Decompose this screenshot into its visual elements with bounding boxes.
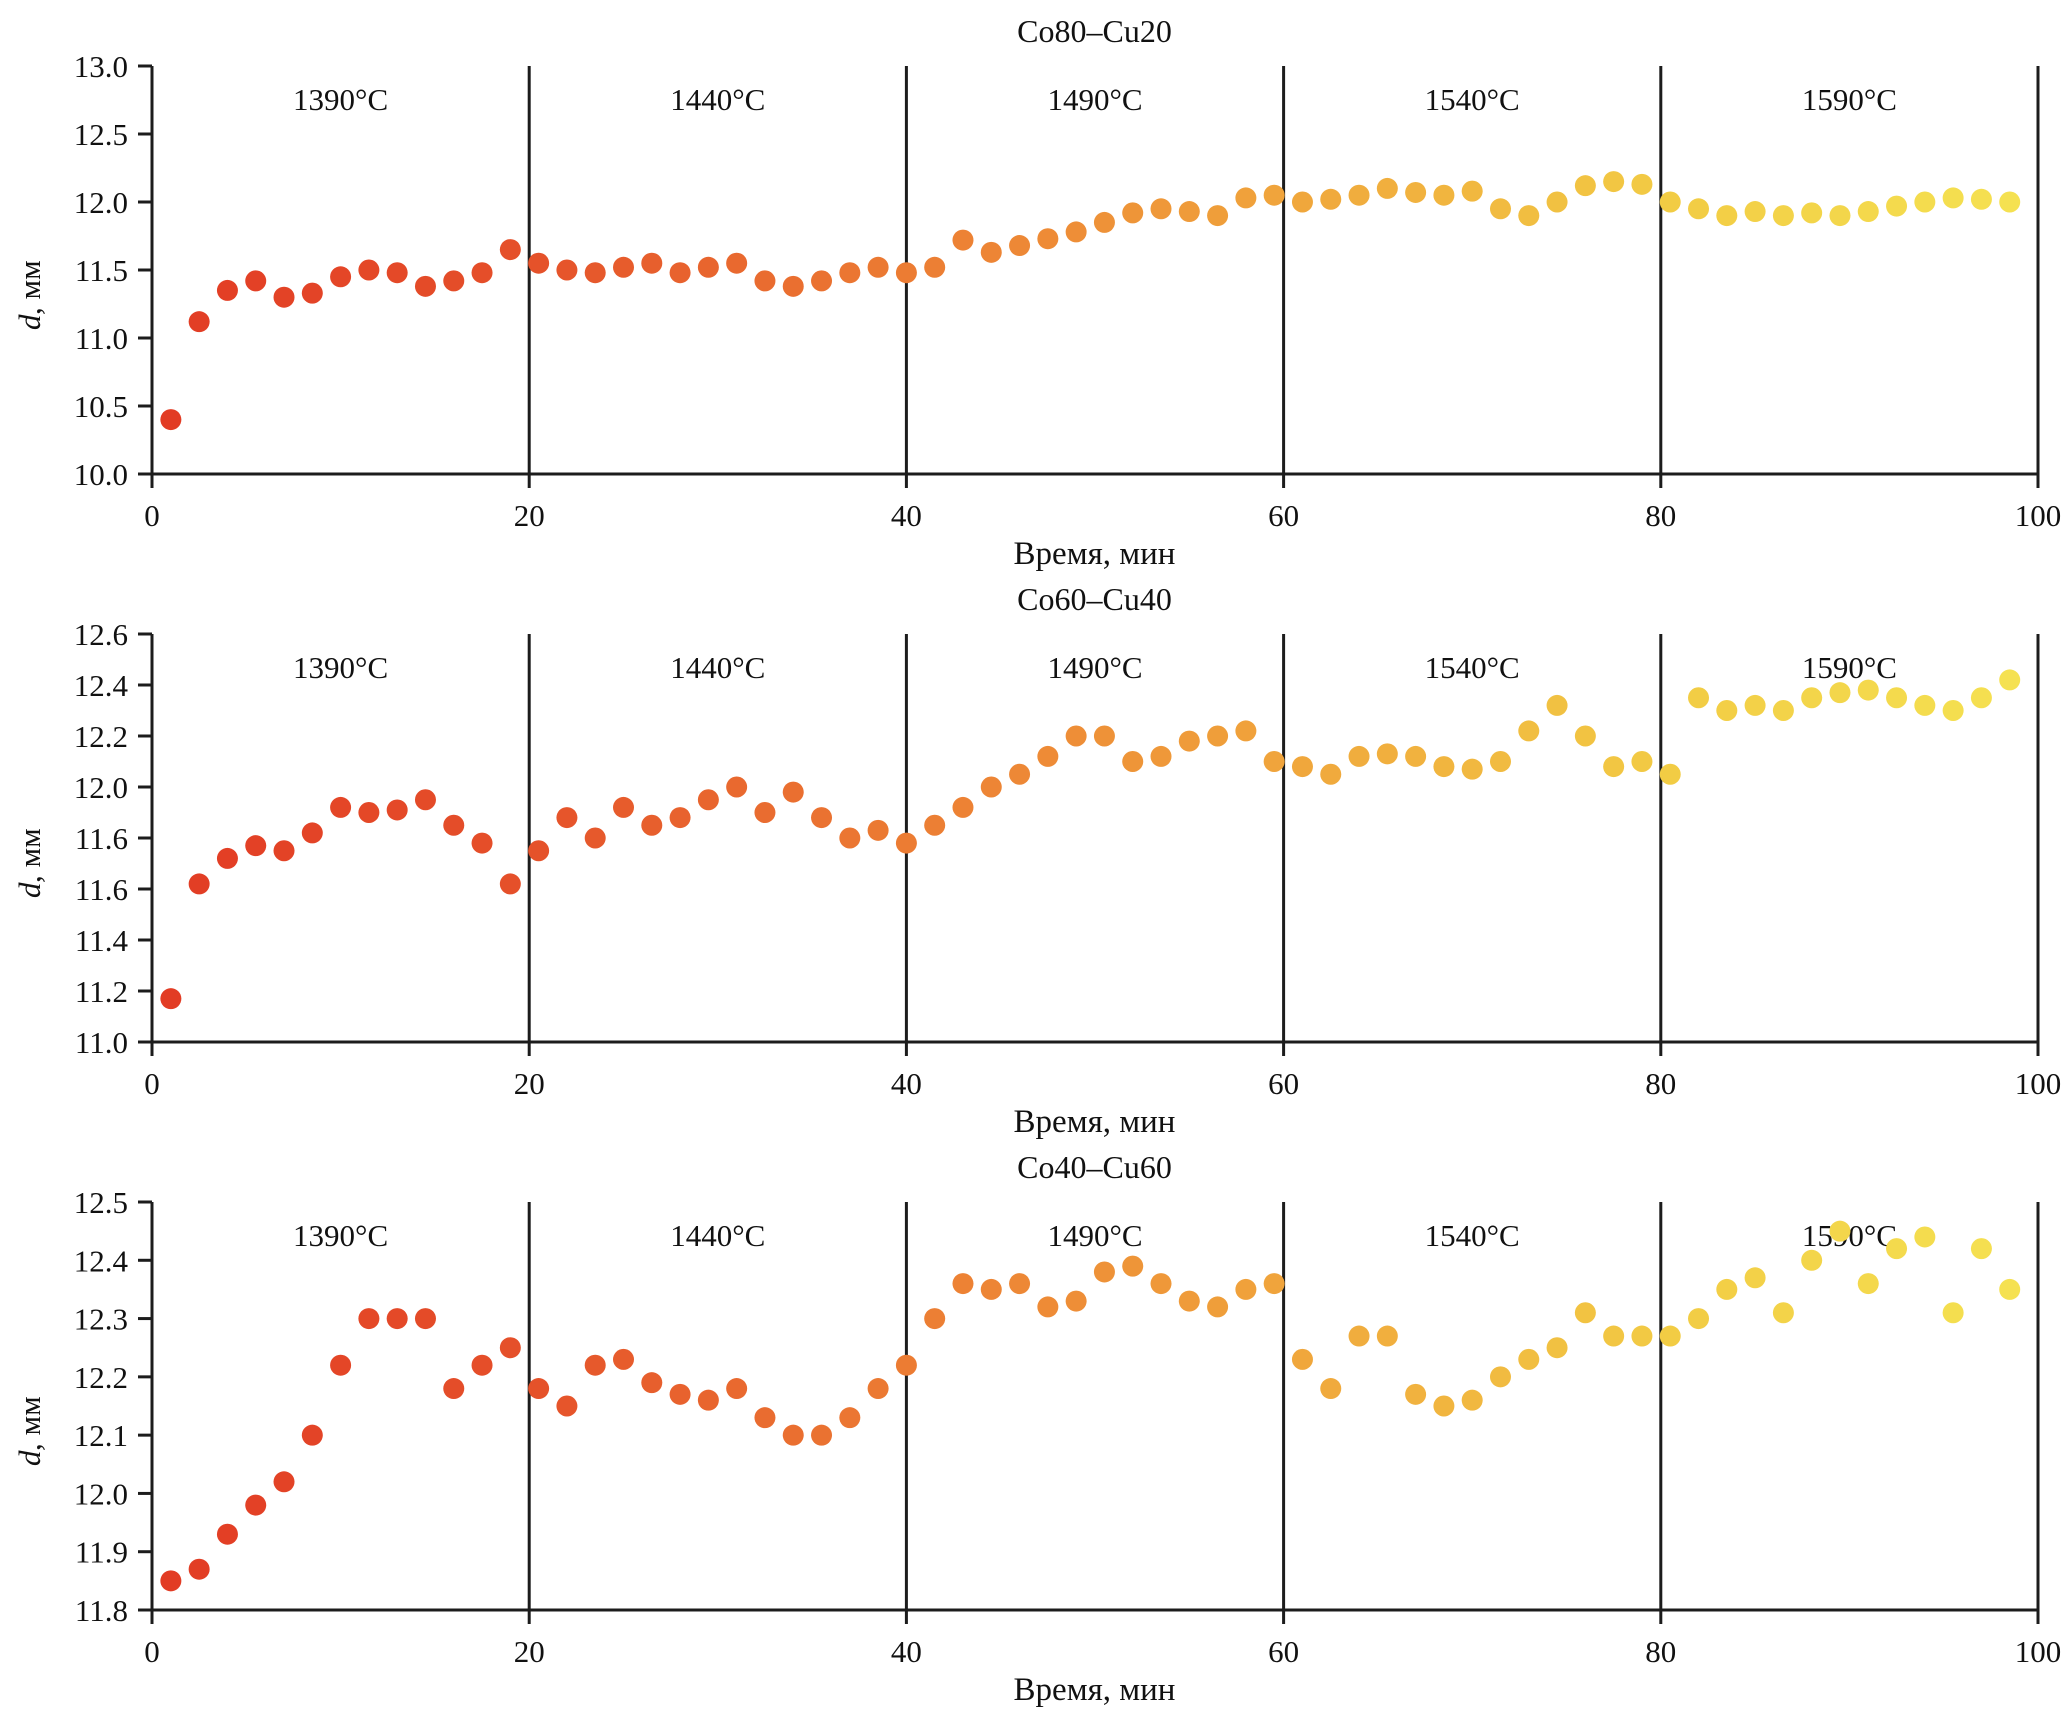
svg-text:11.4: 11.4 xyxy=(75,923,129,958)
svg-text:10.0: 10.0 xyxy=(74,457,128,492)
svg-text:1540°C: 1540°C xyxy=(1425,1218,1520,1253)
y-axis-symbol: d xyxy=(12,882,47,899)
svg-text:11.0: 11.0 xyxy=(75,321,128,356)
svg-text:1590°C: 1590°C xyxy=(1802,650,1897,685)
svg-text:1490°C: 1490°C xyxy=(1047,650,1142,685)
svg-text:11.0: 11.0 xyxy=(75,1025,128,1060)
svg-text:1390°C: 1390°C xyxy=(293,82,388,117)
svg-text:1490°C: 1490°C xyxy=(1047,1218,1142,1253)
svg-text:12.6: 12.6 xyxy=(74,622,128,652)
svg-text:12.5: 12.5 xyxy=(74,1190,128,1220)
svg-text:12.0: 12.0 xyxy=(74,1476,128,1511)
svg-text:40: 40 xyxy=(891,1066,922,1100)
svg-text:80: 80 xyxy=(1645,1634,1676,1668)
svg-text:12.4: 12.4 xyxy=(74,668,129,703)
svg-text:11.9: 11.9 xyxy=(75,1535,128,1570)
svg-text:1540°C: 1540°C xyxy=(1425,82,1520,117)
svg-text:60: 60 xyxy=(1268,1066,1299,1100)
svg-text:1440°C: 1440°C xyxy=(670,650,765,685)
svg-text:1540°C: 1540°C xyxy=(1425,650,1520,685)
scatter-plot-co80-cu20: 10.0 10.5 11.0 11.5 12.0 12.5 13.0 0 20 40 60 80 100… xyxy=(74,54,2062,532)
svg-text:40: 40 xyxy=(891,498,922,532)
svg-text:12.0: 12.0 xyxy=(74,185,128,220)
chart-title: Co40–Cu60 xyxy=(1017,1149,1172,1185)
svg-text:11.2: 11.2 xyxy=(75,974,128,1009)
scatter-plot-co40-cu60: 11.8 11.9 12.0 12.1 12.2 12.3 12.4 12.5 0 20 40 60 8… xyxy=(74,1190,2062,1668)
svg-text:1440°C: 1440°C xyxy=(670,82,765,117)
chart-panel-co80-cu20: Co80–Cu20 d, мм 10.0 10.5 11.0 11.5 12.0 12.5… xyxy=(0,10,2067,578)
svg-text:13.0: 13.0 xyxy=(74,54,128,84)
svg-text:60: 60 xyxy=(1268,498,1299,532)
svg-text:1390°C: 1390°C xyxy=(293,1218,388,1253)
y-axis-unit: , мм xyxy=(12,1395,47,1451)
svg-text:11.5: 11.5 xyxy=(75,253,128,288)
y-axis-symbol: d xyxy=(12,1450,47,1467)
chart-panel-co60-cu40: Co60–Cu40 d, мм 11.0 11.2 11.4 11.6 11.6 12.0… xyxy=(0,578,2067,1146)
svg-text:1390°C: 1390°C xyxy=(293,650,388,685)
svg-text:12.0: 12.0 xyxy=(74,770,128,805)
svg-text:11.6: 11.6 xyxy=(75,821,128,856)
svg-text:40: 40 xyxy=(891,1634,922,1668)
svg-text:80: 80 xyxy=(1645,498,1676,532)
chart-title: Co60–Cu40 xyxy=(1017,581,1172,617)
svg-text:10.5: 10.5 xyxy=(74,389,128,424)
chart-panel-co40-cu60: Co40–Cu60 d, мм 11.8 11.9 12.0 12.1 12.2 12.3… xyxy=(0,1146,2067,1714)
y-axis-symbol: d xyxy=(12,314,47,331)
chart-title: Co80–Cu20 xyxy=(1017,13,1172,49)
svg-text:12.2: 12.2 xyxy=(74,719,128,754)
svg-text:11.8: 11.8 xyxy=(75,1593,128,1628)
svg-text:20: 20 xyxy=(514,1634,545,1668)
y-axis-unit: , мм xyxy=(12,259,47,315)
x-axis-label: Время, мин xyxy=(1013,536,1176,572)
scatter-plot-co60-cu40: 11.0 11.2 11.4 11.6 11.6 12.0 12.2 12.4 12.6 0 20 4… xyxy=(74,622,2062,1100)
svg-text:100: 100 xyxy=(2015,1634,2062,1668)
svg-text:12.4: 12.4 xyxy=(74,1243,129,1278)
svg-text:0: 0 xyxy=(144,498,160,532)
svg-text:1590°C: 1590°C xyxy=(1802,82,1897,117)
svg-text:12.1: 12.1 xyxy=(74,1418,128,1453)
svg-text:12.5: 12.5 xyxy=(74,117,128,152)
svg-text:12.2: 12.2 xyxy=(74,1360,128,1395)
svg-text:12.3: 12.3 xyxy=(74,1302,128,1337)
svg-text:1440°C: 1440°C xyxy=(670,1218,765,1253)
svg-text:1490°C: 1490°C xyxy=(1047,82,1142,117)
svg-text:20: 20 xyxy=(514,498,545,532)
svg-text:0: 0 xyxy=(144,1066,160,1100)
svg-text:20: 20 xyxy=(514,1066,545,1100)
svg-text:0: 0 xyxy=(144,1634,160,1668)
y-axis-label: d, мм xyxy=(10,1192,50,1670)
svg-text:80: 80 xyxy=(1645,1066,1676,1100)
x-axis-label: Время, мин xyxy=(1013,1104,1176,1140)
x-axis-label: Время, мин xyxy=(1013,1672,1176,1708)
svg-text:100: 100 xyxy=(2015,498,2062,532)
y-axis-unit: , мм xyxy=(12,827,47,883)
svg-text:100: 100 xyxy=(2015,1066,2062,1100)
y-axis-label: d, мм xyxy=(10,56,50,534)
y-axis-label: d, мм xyxy=(10,624,50,1102)
svg-text:11.6: 11.6 xyxy=(75,872,128,907)
svg-text:60: 60 xyxy=(1268,1634,1299,1668)
